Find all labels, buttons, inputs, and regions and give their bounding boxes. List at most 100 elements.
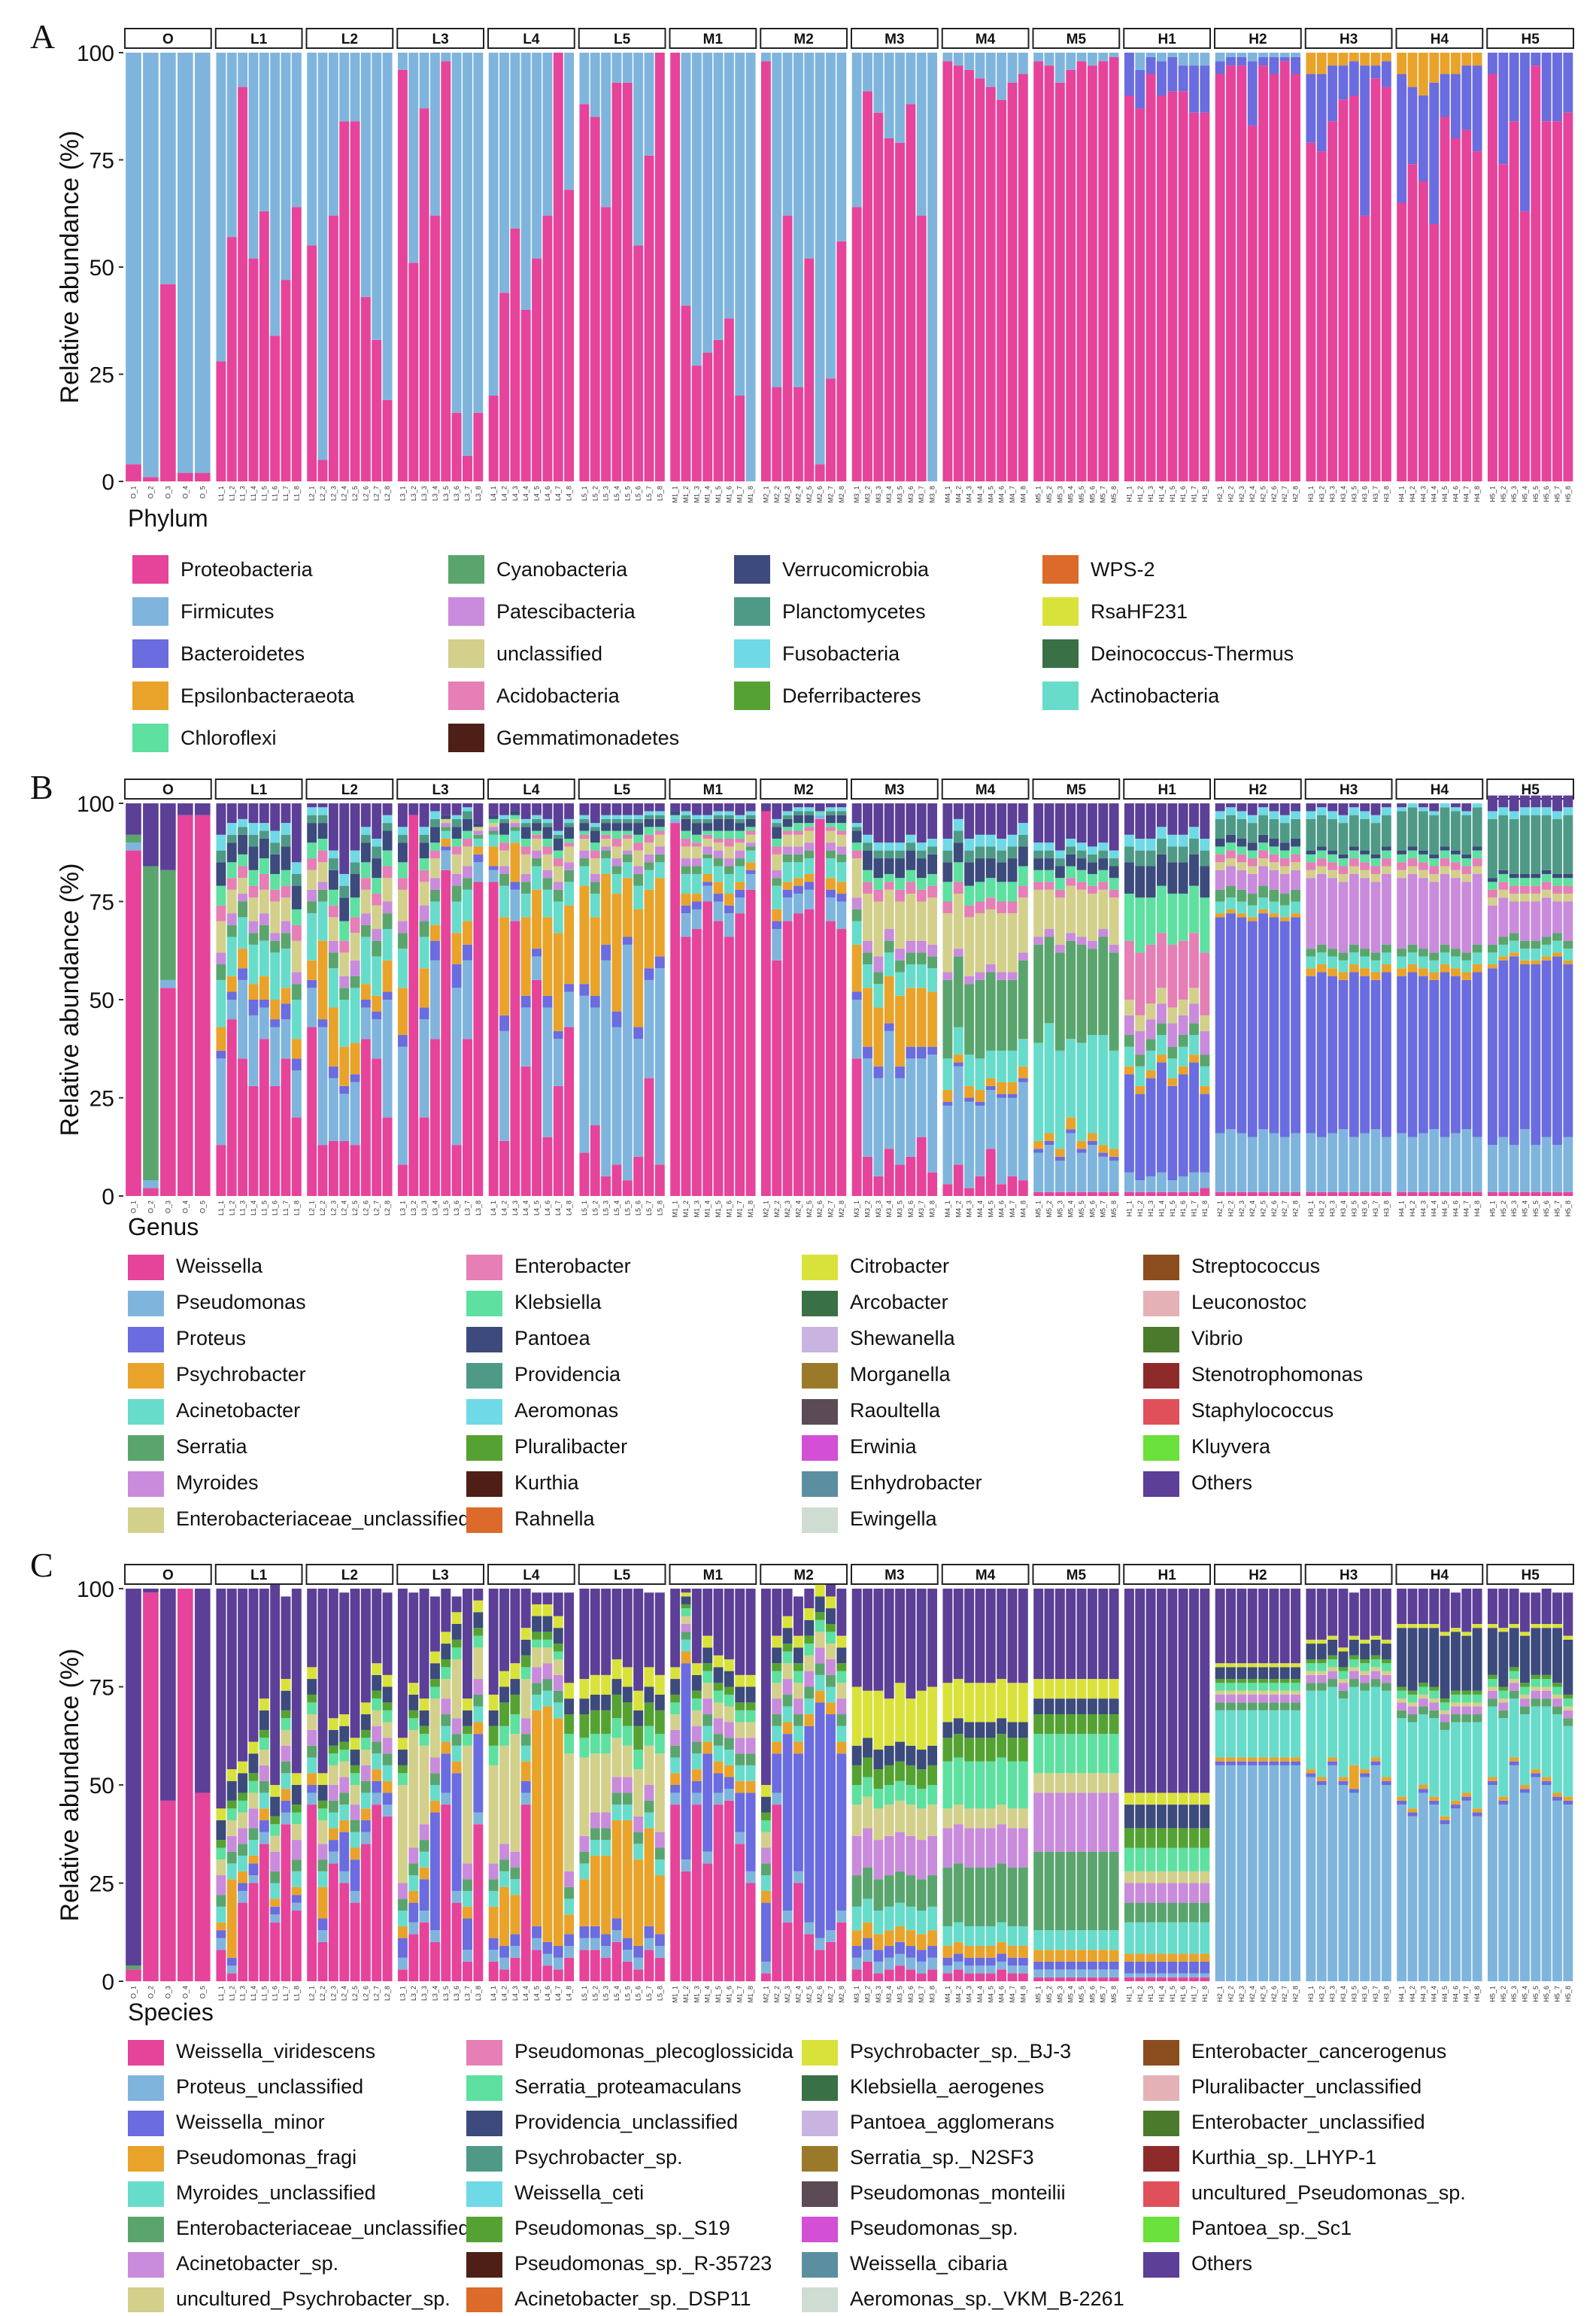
sample-label: H3_5 — [1350, 486, 1358, 502]
bar-segment — [372, 1019, 382, 1059]
bar-segment — [532, 866, 542, 890]
bar-segment — [601, 1934, 611, 1947]
bar-segment — [226, 1808, 237, 1820]
bar-segment — [1291, 901, 1301, 914]
bar-segment — [1066, 69, 1076, 482]
legend-swatch — [802, 2146, 838, 2172]
bar-segment — [804, 830, 815, 843]
bar-segment — [1156, 1922, 1167, 1954]
bar-segment — [270, 1796, 281, 1817]
bar-segment — [429, 1800, 440, 1813]
bar-segment — [360, 1714, 371, 1730]
bar-segment — [1279, 842, 1290, 851]
sample-label: M2_7 — [827, 486, 834, 503]
bar-segment — [126, 1589, 141, 1966]
sample-label: M2_8 — [838, 486, 845, 503]
bar-segment — [644, 889, 654, 969]
bar-segment — [1472, 1714, 1482, 1723]
sample-label: H5_5 — [1532, 1200, 1540, 1217]
bar-segment — [1498, 956, 1509, 961]
sample-label: H5_1 — [1488, 1200, 1496, 1217]
bar-segment — [350, 988, 360, 1043]
bar-segment — [782, 53, 793, 216]
bar-segment — [997, 1953, 1007, 1962]
bar-segment — [1044, 803, 1054, 843]
bar-segment — [1487, 1686, 1497, 1691]
sample-label: H1_2 — [1136, 486, 1144, 502]
facet-strip — [305, 779, 394, 800]
sample-label: H4_7 — [1463, 486, 1470, 502]
bar-segment — [1291, 1702, 1301, 1710]
bar-segment — [1563, 964, 1573, 1137]
bar-segment — [1054, 952, 1065, 1051]
bar-segment — [328, 858, 338, 870]
bar-segment — [681, 905, 691, 914]
bar-segment — [1007, 53, 1018, 83]
bar-segment — [1135, 53, 1145, 70]
sample-label: H1_5 — [1169, 486, 1176, 502]
bar-segment — [1397, 854, 1407, 863]
bar-segment — [1033, 858, 1044, 870]
bar-segment — [964, 1761, 975, 1809]
bar-segment — [826, 815, 836, 824]
bar-segment — [953, 956, 963, 1027]
bar-segment — [654, 1875, 665, 1935]
bar-segment — [339, 1832, 350, 1871]
bar-segment — [307, 807, 317, 815]
bar-segment — [1226, 858, 1236, 867]
sample-label: L1_8 — [293, 1986, 300, 2001]
bar-segment — [226, 1835, 237, 1852]
bar-segment — [1007, 1589, 1018, 1683]
bar-segment — [579, 1938, 590, 1950]
bar-segment — [1066, 1851, 1076, 1931]
bar-segment — [782, 803, 793, 812]
bar-segment — [1397, 968, 1407, 976]
bar-segment — [1156, 1847, 1167, 1871]
bar-segment — [1291, 1710, 1301, 1758]
bar-segment — [691, 1741, 702, 1754]
bar-segment — [953, 1164, 963, 1196]
bar-segment — [382, 866, 393, 879]
bar-segment — [579, 815, 590, 819]
sample-label: M1_1 — [672, 486, 679, 503]
bar-segment — [1109, 1969, 1119, 1978]
sample-label: L4_7 — [554, 1200, 562, 1216]
bar-segment — [339, 1085, 350, 1094]
bar-segment — [520, 1667, 531, 1680]
bar-segment — [681, 1871, 691, 1981]
bar-segment — [520, 803, 531, 819]
bar-segment — [1450, 1805, 1461, 1809]
bar-segment — [916, 1973, 927, 1981]
sample-label: L3_2 — [410, 1986, 417, 2001]
bar-segment — [1541, 53, 1552, 122]
bar-segment — [772, 838, 782, 847]
bar-segment — [975, 846, 985, 859]
bar-segment — [1418, 1191, 1428, 1196]
bar-segment — [815, 1632, 825, 1648]
bar-segment — [451, 1761, 462, 1774]
bar-segment — [863, 1738, 872, 1758]
bar-segment — [1033, 1930, 1044, 1950]
bar-segment — [1087, 894, 1097, 941]
bar-segment — [1541, 956, 1552, 961]
bar-segment — [520, 1066, 531, 1196]
bar-segment — [745, 1589, 756, 1675]
bar-segment — [782, 846, 793, 854]
bar-segment — [975, 1957, 985, 1966]
bar-segment — [1370, 1639, 1381, 1656]
bar-segment — [291, 972, 302, 985]
bar-segment — [1381, 87, 1391, 482]
bar-segment — [1109, 944, 1119, 953]
bar-segment — [441, 1659, 451, 1668]
bar-segment — [553, 1031, 563, 1040]
bar-segment — [1098, 1191, 1109, 1196]
bar-segment — [691, 803, 702, 815]
bar-segment — [942, 1090, 953, 1102]
bar-segment — [1498, 1702, 1509, 1710]
bar-segment — [564, 823, 575, 827]
bar-segment — [735, 858, 745, 867]
bar-segment — [851, 1906, 862, 1931]
bar-segment — [1370, 1635, 1381, 1640]
bar-segment — [328, 1066, 338, 1079]
bar-segment — [895, 1953, 906, 1966]
